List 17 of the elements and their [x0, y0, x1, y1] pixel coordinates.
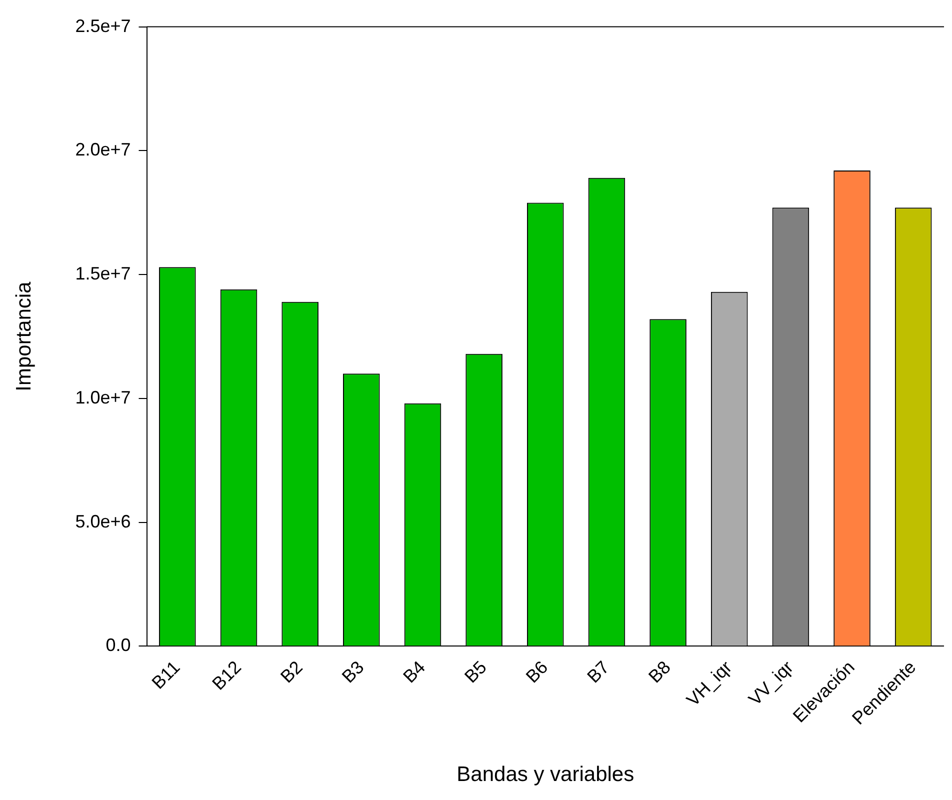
y-tick-label: 1.5e+7 — [75, 264, 131, 284]
y-tick-label: 1.0e+7 — [75, 387, 131, 408]
y-axis-title: Importancia — [12, 281, 36, 392]
x-tick-label: B5 — [460, 657, 490, 687]
y-tick-label: 0.0 — [106, 635, 131, 656]
x-axis-title: Bandas y variables — [456, 763, 634, 786]
x-tick-label: B4 — [399, 657, 430, 687]
y-tick-label: 5.0e+6 — [75, 511, 131, 532]
y-tick-label: 2.0e+7 — [75, 140, 131, 160]
x-tick-label: B6 — [522, 657, 552, 687]
x-tick-label: B11 — [148, 657, 184, 693]
x-tick-label: B2 — [276, 657, 306, 687]
y-tick-label: 2.5e+7 — [75, 16, 131, 36]
x-tick-label: B3 — [338, 657, 368, 687]
x-tick-label: B7 — [583, 657, 614, 687]
x-tick-label: B8 — [644, 657, 674, 687]
x-tick-label: B12 — [208, 657, 246, 694]
